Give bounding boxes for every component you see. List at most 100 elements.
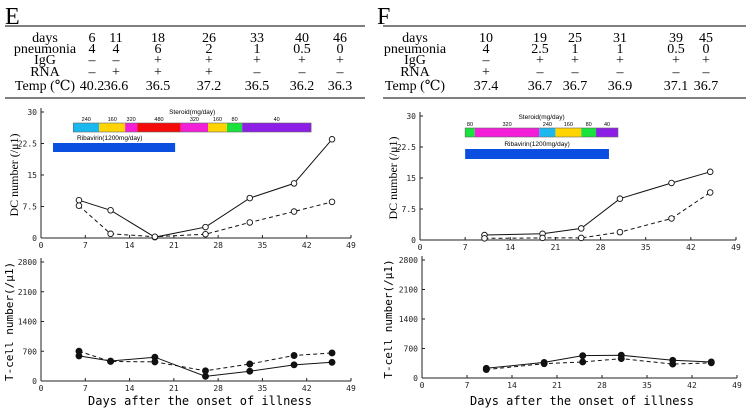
table-cell: – (112, 53, 121, 68)
x-tick-label: 14 (125, 384, 135, 393)
steroid-segment (596, 128, 618, 137)
table-cell: 6 (89, 31, 96, 46)
data-point-dashed (246, 360, 254, 368)
data-point-dashed (707, 359, 715, 367)
table-cell: – (336, 65, 345, 80)
data-point-solid (290, 180, 298, 187)
table-cell: 19 (533, 31, 547, 46)
x-tick-label: 42 (687, 381, 697, 390)
table-cell: 18 (151, 31, 165, 46)
table-cell: 37.1 (664, 79, 689, 94)
table-cell: – (571, 65, 580, 80)
x-tick-label: 35 (641, 243, 651, 252)
x-tick-label: 7 (463, 243, 468, 252)
table-cell: + (154, 53, 162, 68)
table-cell: 31 (613, 31, 627, 46)
table-cell: 2 (206, 42, 213, 57)
table-cell: – (702, 65, 711, 80)
x-tick-label: 0 (418, 243, 423, 252)
table-cell: 1 (254, 42, 261, 57)
table-cell: 26 (202, 31, 216, 46)
table-row-label: pneumonia (14, 42, 77, 57)
table-cell: + (702, 53, 710, 68)
data-point-dashed (577, 234, 585, 242)
data-point-dashed (540, 360, 548, 368)
x-tick-label: 42 (302, 384, 312, 393)
table-cell: – (88, 65, 97, 80)
data-point-dashed (668, 215, 675, 222)
x-tick-label: 21 (551, 243, 561, 252)
table-cell: – (672, 65, 681, 80)
table-row-label: Temp (℃) (385, 79, 446, 94)
x-tick-label: 35 (258, 384, 268, 393)
x-tick-label: 0 (420, 381, 425, 390)
steroid-dose-label: 320 (190, 117, 199, 123)
data-point-dashed (328, 349, 336, 357)
steroid-dose-label: 480 (154, 117, 163, 123)
table-cell: 4 (113, 42, 120, 57)
data-point-dashed (481, 235, 488, 242)
data-point-solid (246, 367, 254, 375)
table-cell: + (482, 65, 490, 80)
y-tick-label: 30 (406, 112, 416, 121)
x-tick-label: 21 (169, 241, 179, 250)
data-point-solid (328, 358, 336, 366)
table-row-label: pneumonia (384, 42, 447, 57)
data-point-dashed (328, 198, 336, 206)
y-axis-label: DC number (/μ1) (7, 133, 21, 216)
data-point-solid (668, 179, 675, 187)
data-point-dashed (246, 219, 254, 226)
y-tick-label: 700 (23, 347, 38, 356)
table-cell: + (112, 65, 120, 80)
data-point-dashed (579, 358, 587, 366)
table-cell: 46 (333, 31, 347, 46)
steroid-label: Steroid(mg/day) (518, 114, 564, 121)
table-row-label: IgG (34, 53, 56, 68)
x-tick-label: 28 (213, 241, 223, 250)
data-point-solid (75, 196, 83, 204)
table-cell: 36.5 (245, 79, 270, 94)
x-tick-label: 49 (732, 381, 742, 390)
steroid-segment (99, 123, 126, 132)
steroid-bar-outline (72, 122, 312, 133)
steroid-segment (242, 123, 312, 132)
x-tick-label: 42 (686, 243, 696, 252)
steroid-dose-label: 80 (586, 122, 592, 128)
steroid-segment (581, 128, 597, 137)
table-cell: 10 (479, 31, 493, 46)
data-point-solid (616, 195, 624, 202)
table-row-label: IgG (404, 53, 426, 68)
data-point-dashed (616, 228, 624, 236)
data-point-dashed (107, 230, 114, 238)
table-cell: 0 (337, 42, 344, 57)
x-axis-label: Days after the onset of illness (88, 394, 312, 408)
table-cell: 4 (89, 42, 96, 57)
x-tick-label: 49 (346, 384, 356, 393)
y-tick-label: 2800 (399, 256, 418, 265)
data-point-dashed (482, 366, 490, 374)
table-cell: 36.5 (146, 79, 171, 94)
table-cell: 11 (109, 31, 122, 46)
table-cell: – (253, 65, 262, 80)
table-cell: 36.6 (104, 79, 129, 94)
data-point-dashed (75, 202, 83, 209)
y-tick-label: 1400 (18, 318, 37, 327)
x-tick-label: 14 (125, 241, 135, 250)
y-tick-label: 0 (32, 377, 37, 386)
y-tick-label: 0 (411, 236, 416, 245)
data-point-dashed (202, 230, 209, 238)
steroid-dose-label: 160 (213, 117, 222, 123)
table-cell: 45 (699, 31, 713, 46)
dc-chart: 0 7 14 21 28 35 42 49 0 7.5 15 22.5 30 DC number (/μ1… (386, 112, 741, 252)
data-point-dashed (75, 347, 83, 355)
y-tick-label: 7.5 (23, 203, 38, 212)
table-row-label: RNA (30, 65, 60, 80)
steroid-dose-label: 320 (502, 122, 511, 128)
steroid-segment (125, 123, 138, 132)
table-cell: 36.7 (563, 79, 588, 94)
data-point-solid (290, 361, 298, 369)
